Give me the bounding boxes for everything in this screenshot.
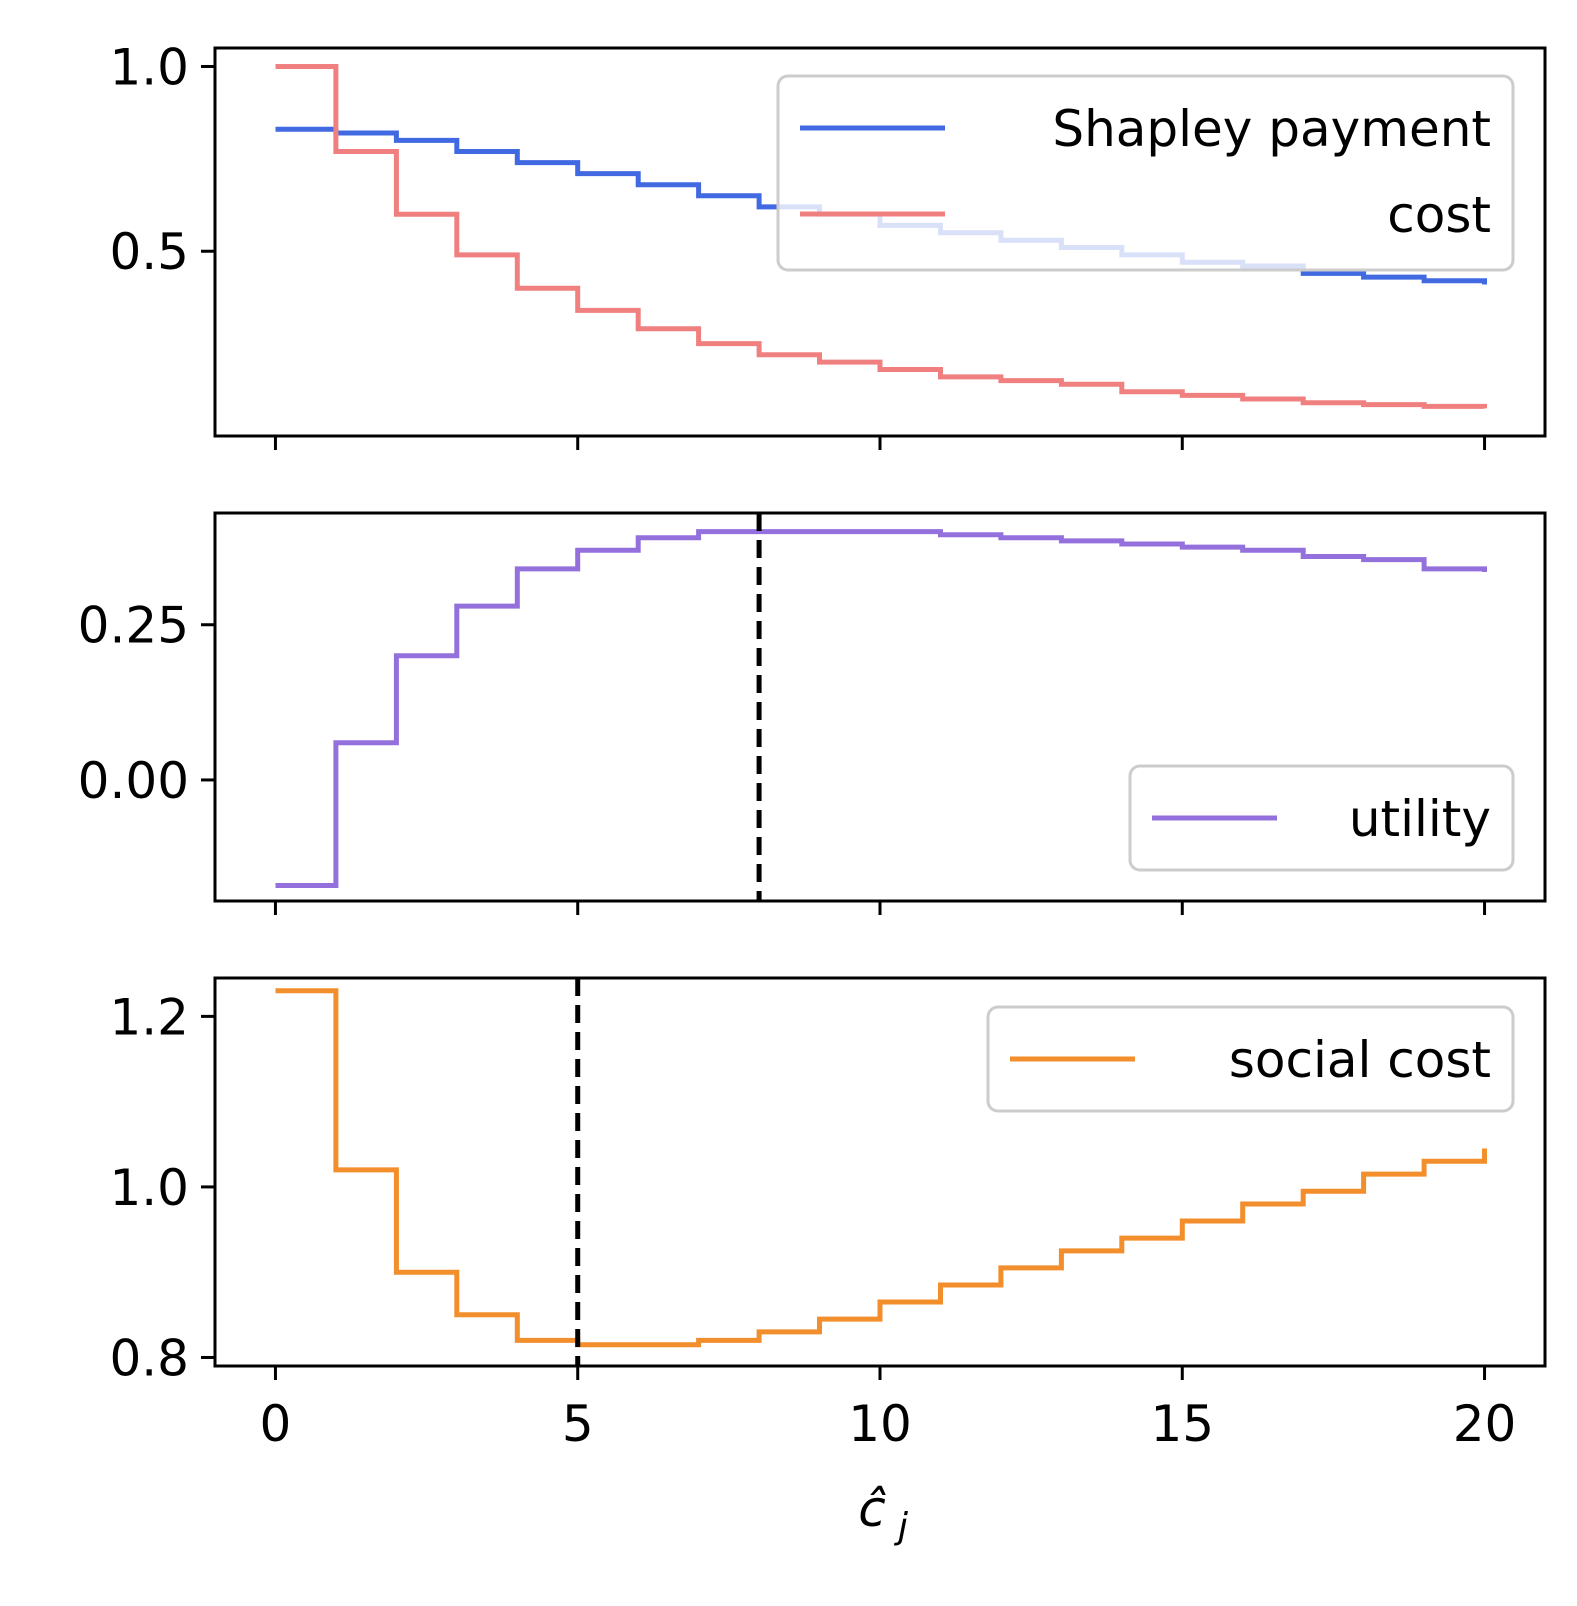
legend: social cost	[986, 1005, 1515, 1113]
legend-label: utility	[1349, 790, 1491, 848]
legend-label: Shapley payment	[1052, 100, 1491, 158]
panel-middle: utility 0.00 0.25	[78, 511, 1547, 915]
x-axis-label-subscript: j	[893, 1506, 908, 1547]
legend-box	[776, 74, 1515, 272]
y-tick-label: 0.8	[109, 1329, 189, 1387]
y-tick-label: 1.0	[109, 38, 189, 96]
x-tick-label: 5	[562, 1395, 594, 1453]
y-tick-label: 1.2	[109, 988, 189, 1046]
y-tick-label: 0.25	[78, 597, 189, 655]
x-axis-label: ĉ	[858, 1480, 886, 1538]
series-line-utility	[275, 529, 1487, 888]
legend-label: social cost	[1229, 1031, 1491, 1089]
panel-top: Shapley payment cost 0.5 1.0	[109, 38, 1547, 450]
x-tick-label: 0	[260, 1395, 292, 1453]
series-line-cost	[275, 64, 1487, 409]
legend: utility	[1128, 764, 1515, 872]
legend-label: cost	[1387, 186, 1491, 244]
series-line-social-cost	[275, 988, 1487, 1348]
legend-box	[1128, 764, 1515, 872]
y-tick-label: 0.5	[109, 223, 189, 281]
x-tick-label: 10	[848, 1395, 912, 1453]
x-tick-label: 15	[1150, 1395, 1214, 1453]
y-tick-label: 1.0	[109, 1159, 189, 1217]
y-tick-label: 0.00	[78, 752, 189, 810]
x-tick-label: 20	[1453, 1395, 1517, 1453]
legend-box	[986, 1005, 1515, 1113]
panel-bottom: social cost 0.8 1.0 1.2 0 5 10 15 20 ĉ j	[109, 976, 1547, 1547]
legend: Shapley payment cost	[776, 74, 1515, 272]
